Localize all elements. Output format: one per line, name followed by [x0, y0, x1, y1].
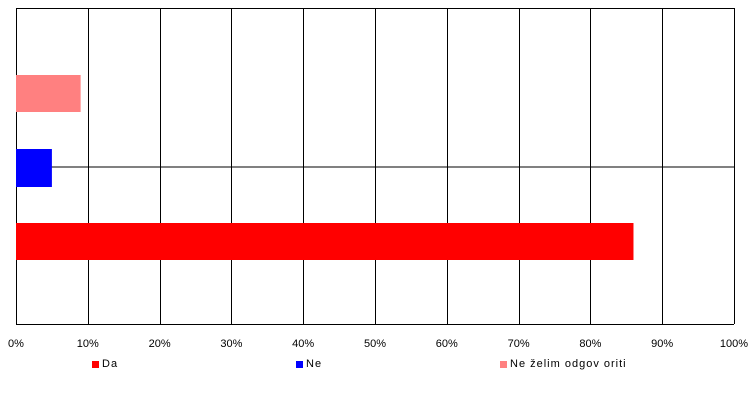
x-tick-label: 90% [651, 338, 673, 350]
x-tick-label: 0% [8, 338, 24, 350]
legend-item-ne: Ne [296, 358, 322, 370]
x-tick-label: 70% [508, 338, 530, 350]
x-tick-label: 60% [436, 338, 458, 350]
legend-swatch [296, 360, 303, 368]
x-tick-label: 20% [149, 338, 171, 350]
chart-grid [16, 8, 735, 325]
chart-legend: Da Ne Ne želim odgov oriti [0, 358, 749, 378]
legend-swatch [500, 360, 507, 368]
x-tick-label: 30% [220, 338, 242, 350]
legend-item-da: Da [92, 358, 118, 370]
legend-item-ne-zelim: Ne želim odgov oriti [500, 358, 627, 370]
chart-bars [16, 75, 634, 260]
x-tick-label: 80% [579, 338, 601, 350]
bar-1 [16, 149, 52, 187]
legend-label: Ne želim odgov oriti [510, 358, 627, 370]
x-tick-label: 40% [292, 338, 314, 350]
x-tick-label: 50% [364, 338, 386, 350]
x-tick-label: 100% [720, 338, 748, 350]
x-axis-tick-labels: 0% 10% 20% 30% 40% 50% 60% 70% 80% 90% 100% [8, 338, 748, 350]
legend-label: Ne [306, 358, 323, 370]
bar-2 [16, 75, 81, 112]
legend-label: Da [102, 358, 119, 370]
bar-0 [16, 223, 634, 260]
legend-swatch [92, 360, 99, 368]
x-tick-label: 10% [77, 338, 99, 350]
